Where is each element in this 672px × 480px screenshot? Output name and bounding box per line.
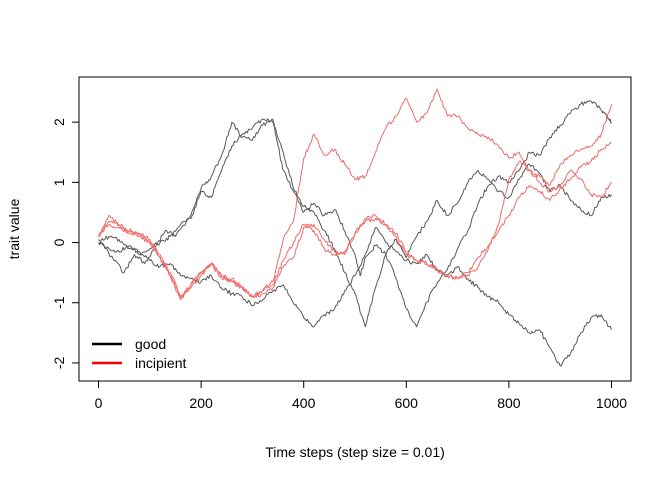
y-tick-label--2: -2: [51, 356, 67, 369]
x-tick-label-1000: 1000: [596, 395, 627, 411]
series-layer: [98, 88, 612, 367]
series-line-good-3: [98, 227, 612, 367]
x-tick-label-0: 0: [95, 395, 103, 411]
y-tick-label-0: 0: [51, 238, 67, 246]
y-axis-label: trait value: [6, 198, 22, 259]
legend-label-good: good: [135, 336, 166, 352]
x-axis: 0 200 400 600 800 1000: [95, 380, 627, 411]
x-tick-label-400: 400: [292, 395, 316, 411]
y-axis: -2 -1 0 1 2: [51, 118, 80, 369]
x-tick-label-200: 200: [189, 395, 213, 411]
legend: good incipient: [92, 336, 186, 371]
series-line-good-1: [98, 100, 612, 328]
series-line-incipient-6: [98, 160, 612, 298]
x-tick-label-800: 800: [497, 395, 521, 411]
y-tick-label--1: -1: [51, 296, 67, 309]
legend-label-incipient: incipient: [135, 355, 186, 371]
y-tick-label-2: 2: [51, 118, 67, 126]
x-axis-label: Time steps (step size = 0.01): [265, 444, 445, 460]
y-tick-label-1: 1: [51, 178, 67, 186]
x-tick-label-600: 600: [395, 395, 419, 411]
